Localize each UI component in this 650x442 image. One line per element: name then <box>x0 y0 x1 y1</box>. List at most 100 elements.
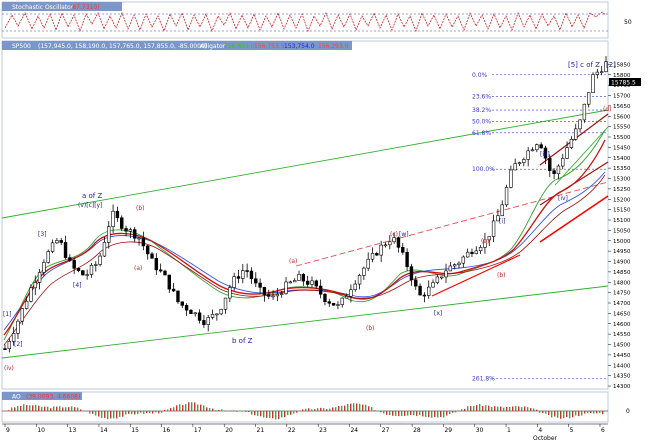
candle-body <box>440 277 443 278</box>
ao-bar <box>215 410 216 411</box>
stochastic-value: (87.7310) <box>70 4 100 11</box>
ao-bar <box>233 410 234 411</box>
candle-body <box>112 211 115 226</box>
candle-body <box>419 286 422 295</box>
candle-body <box>458 263 461 264</box>
ao-bar <box>134 411 135 414</box>
x-tick-label: 21 <box>257 427 265 434</box>
y-tick-label: 15100 <box>613 218 631 224</box>
x-tick-label: 9 <box>6 427 10 434</box>
ao-bar <box>269 411 270 418</box>
ao-bar <box>335 407 336 411</box>
x-tick-label: 23 <box>319 427 327 434</box>
candle-body <box>34 282 37 287</box>
ao-bar <box>602 411 603 414</box>
candle-body <box>566 148 569 159</box>
ao-bar <box>77 408 78 411</box>
candle-body <box>198 313 201 321</box>
candle-body <box>587 93 590 105</box>
candle-body <box>94 264 97 265</box>
ao-bar <box>281 411 282 417</box>
ao-bar <box>443 411 444 417</box>
candle-body <box>77 268 80 270</box>
ao-bar <box>503 408 504 411</box>
candle-body <box>293 280 296 281</box>
ao-bar <box>278 411 279 419</box>
ao-bar <box>314 409 315 411</box>
fib-label: 61.8% <box>472 130 491 137</box>
ao-bar <box>338 406 339 411</box>
ao-bar <box>101 411 102 418</box>
ao-bar <box>365 405 366 411</box>
candle-body <box>207 317 210 324</box>
fib-label: 261.8% <box>472 376 495 383</box>
ao-bar <box>86 411 87 412</box>
price-panel: SP500 (157,945.0, 158,190.0, 157,765.0, … <box>2 41 641 390</box>
candle-body <box>211 314 214 317</box>
ao-bar <box>272 411 273 418</box>
candle-body <box>518 163 521 164</box>
candle-body <box>462 257 465 263</box>
ao-bar <box>137 411 138 414</box>
ao-bar <box>485 405 486 411</box>
ao-bar <box>560 411 561 419</box>
ao-bar <box>440 411 441 417</box>
ao-bar <box>509 407 510 411</box>
ao-bar <box>152 411 153 413</box>
ao-panel: AO (39.0093, 4.6608) 0 <box>2 392 630 422</box>
ao-bar <box>98 411 99 417</box>
candle-body <box>349 290 352 297</box>
ao-bar <box>47 407 48 411</box>
candle-body <box>51 243 54 252</box>
ao-bar <box>410 411 411 415</box>
candle-body <box>375 253 378 255</box>
candle-body <box>164 271 167 275</box>
ao-bar <box>224 411 225 412</box>
candle-body <box>432 283 435 288</box>
ao-bar <box>422 411 423 416</box>
ao-bar <box>497 407 498 411</box>
x-tick-label: 6 <box>601 427 605 434</box>
x-tick-label: 15 <box>131 427 139 434</box>
ao-bar <box>455 411 456 412</box>
label-iii: [iii] <box>540 151 550 158</box>
candle-body <box>514 164 517 170</box>
ao-bar <box>140 411 141 413</box>
ao-bar <box>185 404 186 411</box>
candle-body <box>30 288 33 301</box>
candle-body <box>332 303 335 305</box>
ao-bar <box>188 402 189 411</box>
ao-bar <box>95 411 96 416</box>
alligator-value-3: 153,754.0 <box>284 43 315 50</box>
candle-body <box>241 271 244 279</box>
ao-bar <box>518 406 519 411</box>
label-a-of-z-sub: (v)[c][y] <box>78 202 102 209</box>
ao-bar <box>575 411 576 415</box>
x-tick-label: 29 <box>444 427 452 434</box>
ao-bar <box>92 411 93 414</box>
ao-bar <box>20 406 21 411</box>
ao-bar <box>332 407 333 411</box>
candle-body <box>202 320 205 324</box>
ao-bar <box>458 411 459 412</box>
label-b1: (b) <box>136 205 145 212</box>
candle-body <box>116 211 119 218</box>
ao-bar <box>416 411 417 416</box>
ao-bar <box>452 411 453 413</box>
ao-bar <box>302 409 303 411</box>
ao-bar <box>284 411 285 417</box>
ao-bar <box>581 411 582 415</box>
ao-bar <box>464 409 465 411</box>
alligator-value-2: 156,753.5 <box>254 43 285 50</box>
ao-bar <box>587 411 588 413</box>
candle-body <box>172 289 175 291</box>
candle-body <box>324 294 327 301</box>
ao-bar <box>392 411 393 416</box>
ao-bar <box>23 404 24 411</box>
ao-bar <box>344 406 345 411</box>
ao-bar <box>413 411 414 415</box>
ao-bar <box>71 406 72 411</box>
candle-body <box>250 271 253 279</box>
ao-bar <box>593 411 594 414</box>
ao-bar <box>119 411 120 417</box>
